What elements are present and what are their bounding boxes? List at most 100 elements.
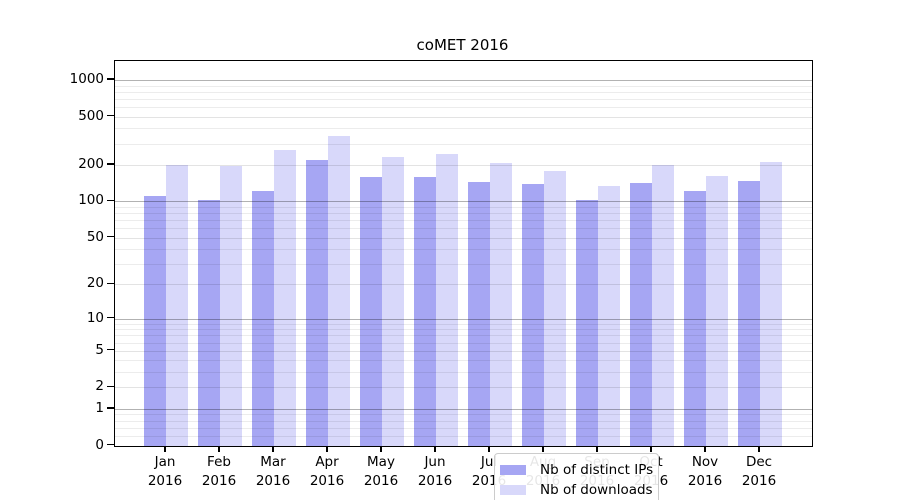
y-tick-label: 0 (95, 436, 104, 453)
x-tick-label-jan: Jan 2016 (147, 453, 183, 490)
gridline-y-200 (115, 164, 812, 166)
x-tick-mark (650, 445, 652, 452)
x-tick-mark (218, 445, 220, 452)
y-tick-mark (107, 78, 114, 80)
gridline-y-90 (115, 206, 812, 208)
y-tick-mark (107, 317, 114, 319)
gridline-y-600 (115, 107, 812, 108)
bar-downloads-jun (436, 153, 458, 446)
bar-downloads-aug (544, 171, 566, 446)
y-tick-mark (107, 235, 114, 238)
gridline-y-50 (115, 237, 812, 239)
gridline-y-300 (115, 143, 812, 145)
bar-downloads-dec (760, 162, 782, 446)
bar-distinct-ips-dec (738, 181, 760, 446)
x-tick-label-nov: Nov 2016 (687, 453, 723, 490)
bar-distinct-ips-mar (252, 190, 274, 446)
x-tick-label-mar: Mar 2016 (255, 453, 291, 490)
bar-downloads-apr (328, 135, 350, 446)
gridline-y-4 (115, 360, 812, 362)
y-tick-mark (107, 115, 114, 117)
gridline-y-20 (115, 284, 812, 286)
gridline-y-2 (115, 387, 812, 389)
x-tick-mark (596, 445, 598, 452)
gridline-y-500 (115, 116, 812, 118)
bar-downloads-feb (220, 166, 242, 446)
bar-downloads-jan (166, 164, 188, 446)
plot-area: Nb of distinct IPs Nb of downloads (114, 60, 813, 500)
x-tick-mark (380, 445, 382, 452)
bar-distinct-ips-jun (414, 177, 436, 446)
chart-title: coMET 2016 (416, 36, 509, 54)
y-tick-mark (107, 407, 114, 409)
y-tick-label: 1 (95, 399, 104, 416)
y-tick-mark (107, 282, 114, 285)
y-tick-label: 2 (95, 378, 104, 395)
legend-label-downloads: Nb of downloads (540, 482, 653, 498)
legend-swatch-distinct-ips-icon (500, 464, 526, 476)
x-tick-label-dec: Dec 2016 (741, 453, 777, 490)
x-tick-mark (326, 445, 328, 452)
x-tick-label-apr: Apr 2016 (309, 453, 345, 490)
x-tick-mark (272, 445, 274, 452)
gridline-y-60 (115, 228, 812, 230)
bar-downloads-mar (274, 150, 296, 446)
bar-distinct-ips-sep (576, 200, 598, 446)
legend-label-distinct-ips: Nb of distinct IPs (540, 462, 654, 478)
gridline-y-5 (115, 350, 812, 352)
x-tick-mark (164, 445, 166, 452)
y-tick-label: 10 (86, 309, 104, 326)
bar-downloads-nov (706, 176, 728, 446)
gridline-y-30 (115, 263, 812, 265)
bar-downloads-jul (490, 163, 512, 446)
gridline-y-3 (115, 372, 812, 374)
bar-distinct-ips-aug (522, 183, 544, 446)
y-tick-label: 50 (86, 228, 104, 245)
x-tick-mark (758, 445, 760, 452)
x-tick-mark (434, 445, 436, 452)
legend-item-downloads: Nb of downloads (500, 480, 653, 500)
bar-distinct-ips-nov (684, 190, 706, 446)
bar-downloads-oct (652, 164, 674, 446)
y-tick-label: 5 (95, 341, 104, 358)
gridline-y-800 (115, 91, 812, 93)
gridline-y-10 (115, 318, 812, 320)
gridline-y-70 (115, 219, 812, 221)
legend-item-distinct-ips: Nb of distinct IPs (500, 460, 653, 480)
gridline-y-0.6 (115, 420, 812, 422)
bar-downloads-sep (598, 185, 620, 446)
x-tick-label-may: May 2016 (363, 453, 399, 490)
y-tick-mark (107, 443, 114, 446)
y-tick-label: 20 (86, 275, 104, 292)
y-tick-mark (107, 385, 114, 388)
gridline-y-1000 (115, 80, 812, 82)
x-tick-mark (488, 445, 490, 452)
bar-distinct-ips-oct (630, 182, 652, 446)
gridline-y-7 (115, 335, 812, 337)
bar-distinct-ips-jul (468, 181, 490, 446)
gridline-y-0.4 (115, 427, 812, 429)
bar-distinct-ips-jan (144, 195, 166, 446)
y-tick-mark (107, 349, 114, 351)
bar-distinct-ips-may (360, 176, 382, 446)
gridline-y-8 (115, 329, 812, 331)
gridline-y-700 (115, 98, 812, 100)
bar-distinct-ips-apr (306, 159, 328, 446)
x-tick-label-feb: Feb 2016 (201, 453, 237, 490)
gridline-y-80 (115, 213, 812, 215)
legend: Nb of distinct IPs Nb of downloads (494, 453, 659, 500)
legend-swatch-downloads-icon (500, 484, 526, 496)
y-tick-mark (107, 199, 114, 202)
gridline-y-40 (115, 249, 812, 251)
gridline-y-900 (115, 85, 812, 87)
y-tick-label: 500 (78, 107, 104, 124)
x-tick-mark (542, 445, 544, 452)
gridline-y-0.2 (115, 435, 812, 437)
gridline-y-1 (115, 408, 812, 410)
y-tick-label: 1000 (69, 71, 104, 88)
x-tick-mark (704, 445, 706, 452)
gridline-y-100 (115, 201, 812, 203)
y-tick-label: 100 (78, 192, 104, 209)
gridline-y-9 (115, 323, 812, 325)
